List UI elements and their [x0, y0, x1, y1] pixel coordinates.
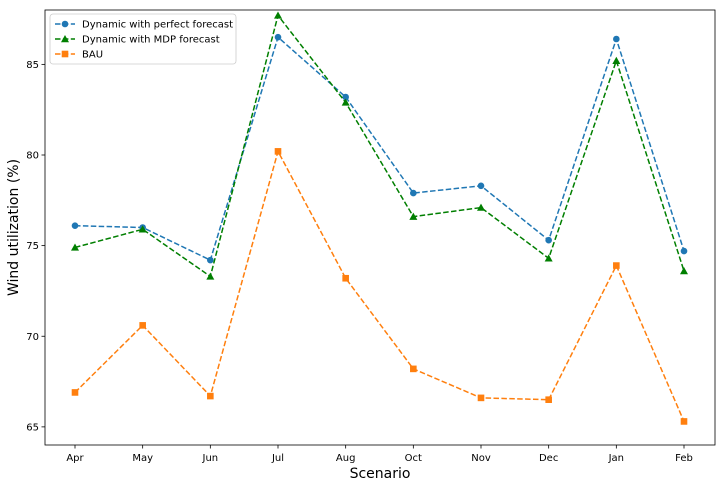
data-point: [612, 56, 621, 64]
data-point: [206, 272, 215, 280]
x-tick-label: Jun: [202, 453, 219, 464]
x-tick-label: Apr: [66, 453, 84, 464]
x-tick-label: Oct: [405, 453, 422, 464]
x-tick-label: Dec: [539, 453, 558, 464]
x-tick-label: Jul: [271, 453, 284, 464]
data-point: [207, 392, 214, 400]
legend-label: BAU: [82, 50, 103, 61]
data-point: [410, 189, 417, 197]
x-tick-label: Jan: [608, 453, 624, 464]
data-point: [138, 225, 147, 233]
legend-marker: [61, 50, 69, 58]
data-point: [544, 254, 553, 262]
data-point: [545, 396, 552, 403]
x-tick-label: Aug: [336, 453, 356, 464]
data-point: [342, 274, 349, 282]
x-tick-label: Nov: [471, 453, 491, 464]
data-point: [613, 262, 620, 269]
data-point: [207, 256, 214, 264]
data-point: [613, 35, 620, 43]
data-point: [71, 222, 79, 229]
legend-label: Dynamic with perfect forecast: [82, 20, 233, 31]
data-point: [477, 203, 485, 211]
data-point: [71, 389, 79, 396]
x-tick-label: May: [132, 453, 153, 464]
data-point: [274, 148, 282, 155]
series-square: [71, 148, 688, 425]
data-point: [274, 11, 282, 19]
y-axis-title: Wind utilization (%): [6, 159, 22, 296]
legend-marker: [61, 20, 69, 28]
y-tick-label: 80: [26, 151, 39, 162]
data-point: [477, 182, 485, 190]
plot-frame: [44, 9, 716, 446]
legend-marker: [61, 35, 69, 43]
series-line: [74, 13, 685, 278]
data-point: [680, 247, 688, 255]
data-point: [341, 98, 350, 106]
y-tick-label: 65: [26, 422, 39, 433]
series-circle: [71, 33, 688, 264]
y-tick-label: 75: [26, 241, 39, 252]
data-point: [680, 267, 688, 275]
axes-layer: Apr May Jun Jul Aug Oct Nov Dec Jan Feb 65 70 75 80 85: [26, 9, 716, 464]
data-point: [139, 322, 146, 329]
data-point: [274, 33, 282, 41]
y-tick-label: 85: [26, 60, 39, 71]
x-axis-title: Scenario: [350, 466, 411, 482]
data-point: [477, 394, 485, 402]
data-point: [71, 243, 79, 251]
series-triangle: [71, 11, 688, 280]
data-point: [545, 236, 552, 244]
series-line: [74, 35, 685, 262]
y-tick-label: 70: [26, 332, 39, 343]
series-line: [74, 149, 685, 422]
data-point: [410, 365, 417, 373]
data-point: [342, 93, 349, 101]
data-point: [680, 418, 688, 425]
x-tick-label: Feb: [675, 453, 693, 464]
series-layer: [71, 11, 688, 425]
legend-box: [49, 13, 237, 65]
data-point: [409, 212, 418, 220]
legend: Dynamic with perfect forecast Dynamic wit…: [49, 13, 237, 65]
legend-label: Dynamic with MDP forecast: [82, 35, 220, 46]
